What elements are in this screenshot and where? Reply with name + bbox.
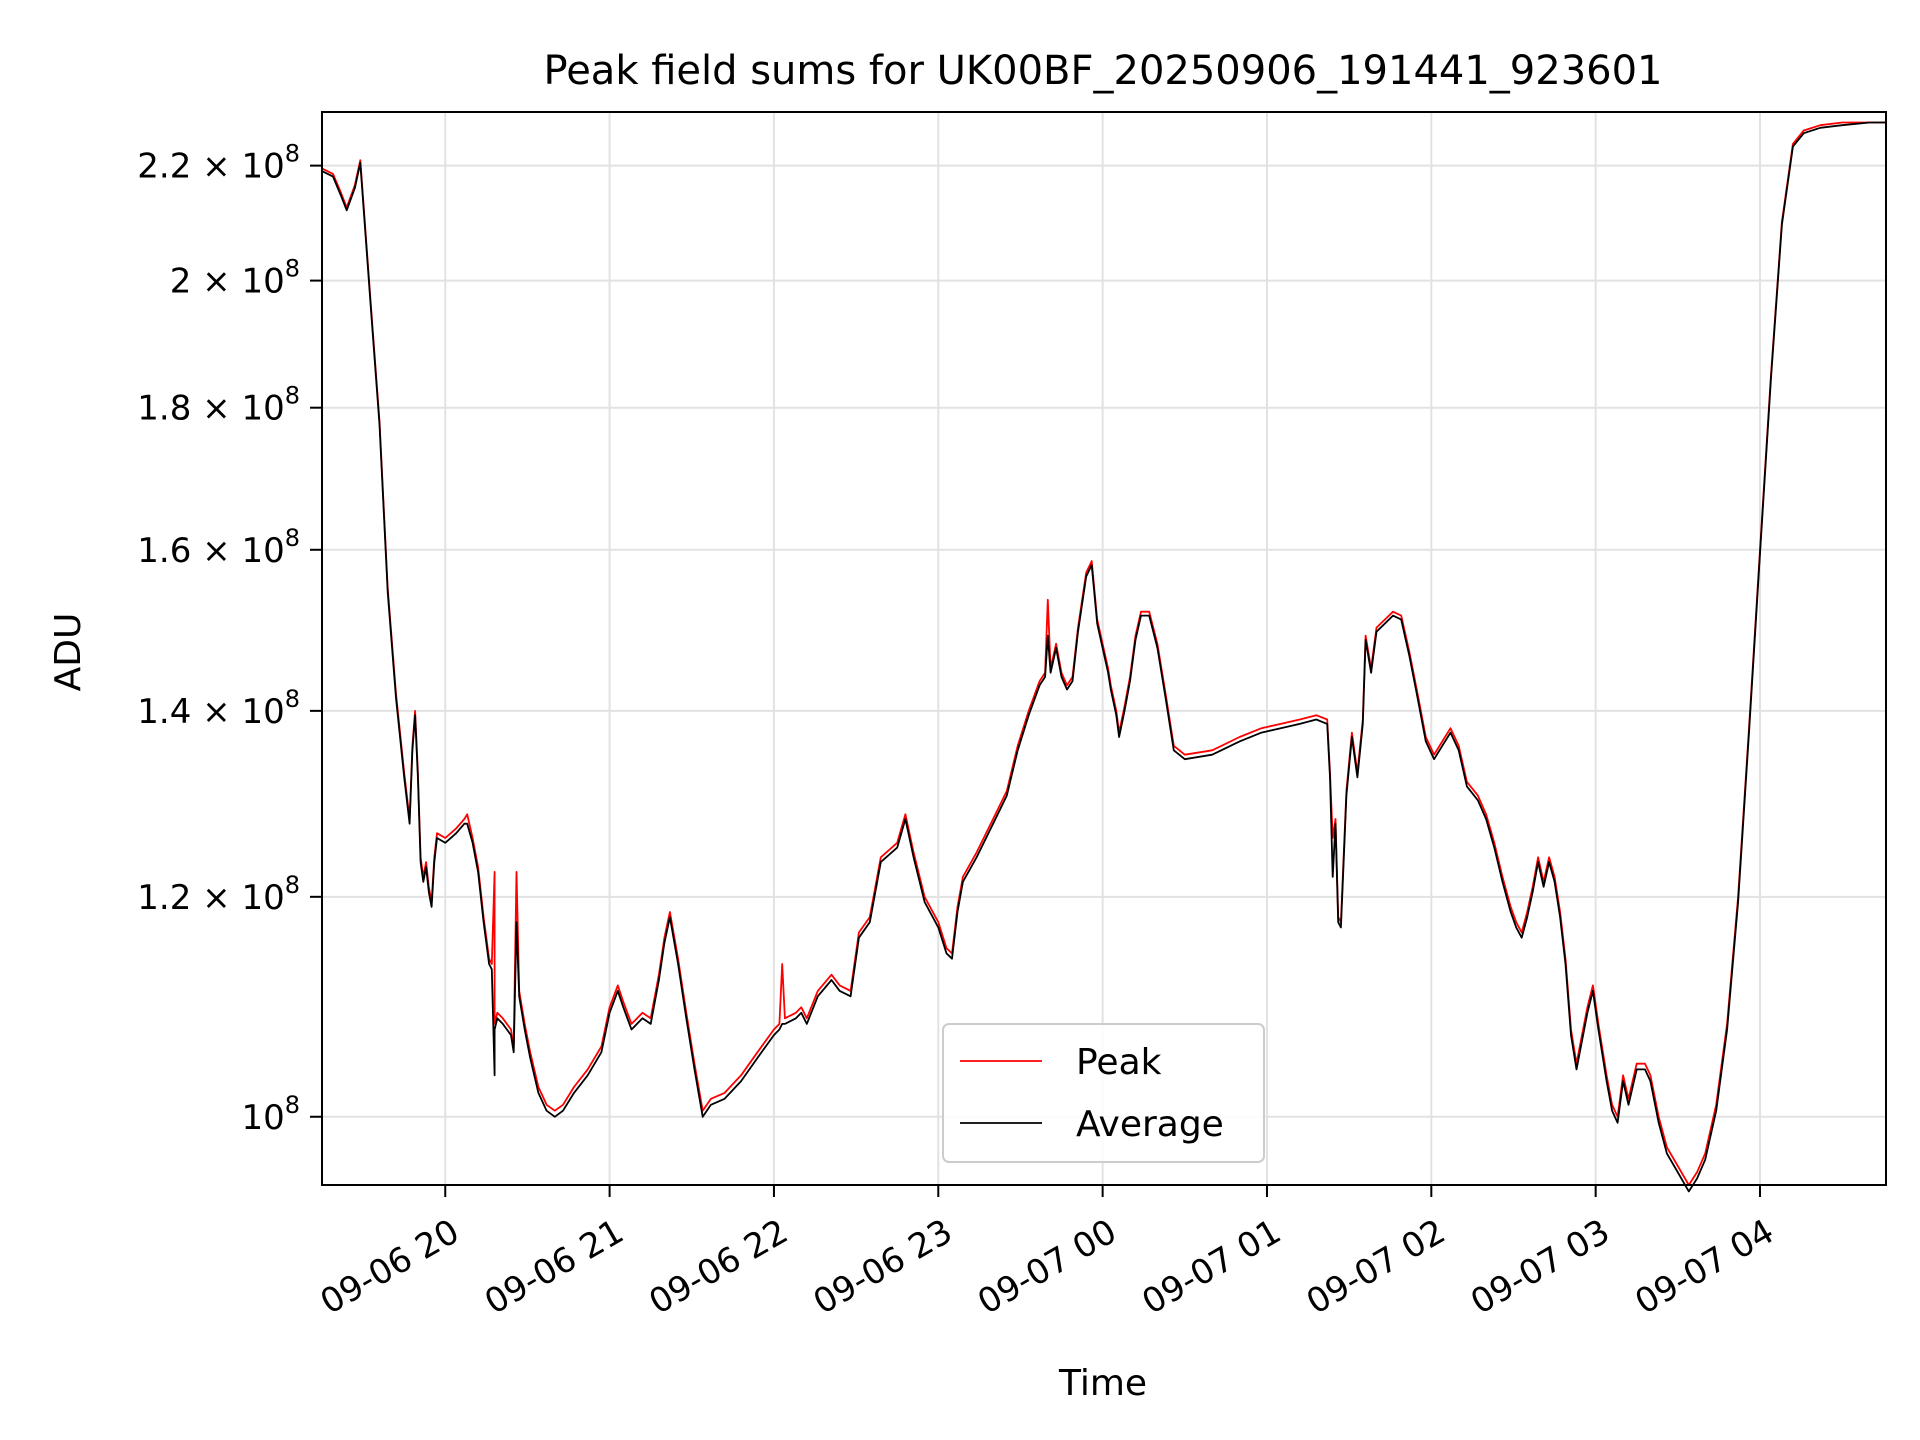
series-line-average	[321, 121, 1886, 1193]
y-tick-label: 1.2 × 108	[137, 871, 300, 918]
legend-box	[942, 1023, 1265, 1163]
y-tick-label: 1.6 × 108	[137, 524, 300, 571]
plot-lines	[321, 121, 1886, 1193]
y-axis-label: ADU	[48, 613, 89, 692]
y-tick-label: 108	[241, 1091, 300, 1138]
y-tick-label: 1.4 × 108	[137, 685, 300, 732]
y-axis-ticks: 108 1.2 × 108 1.4 × 108 1.6 × 108 1.8 × 108 2…	[137, 140, 322, 1138]
plot-frame	[321, 111, 1887, 1186]
legend-label-peak: Peak	[1076, 1042, 1162, 1083]
legend: Peak Average	[942, 1023, 1265, 1163]
chart-title: Peak field sums for UK00BF_20250906_1914…	[544, 48, 1663, 94]
x-axis-label: Time	[1058, 1363, 1147, 1404]
y-tick-label: 2 × 108	[170, 255, 300, 302]
y-tick-label: 2.2 × 108	[137, 140, 300, 187]
y-tick-label: 1.8 × 108	[137, 382, 300, 429]
legend-label-average: Average	[1076, 1104, 1224, 1145]
